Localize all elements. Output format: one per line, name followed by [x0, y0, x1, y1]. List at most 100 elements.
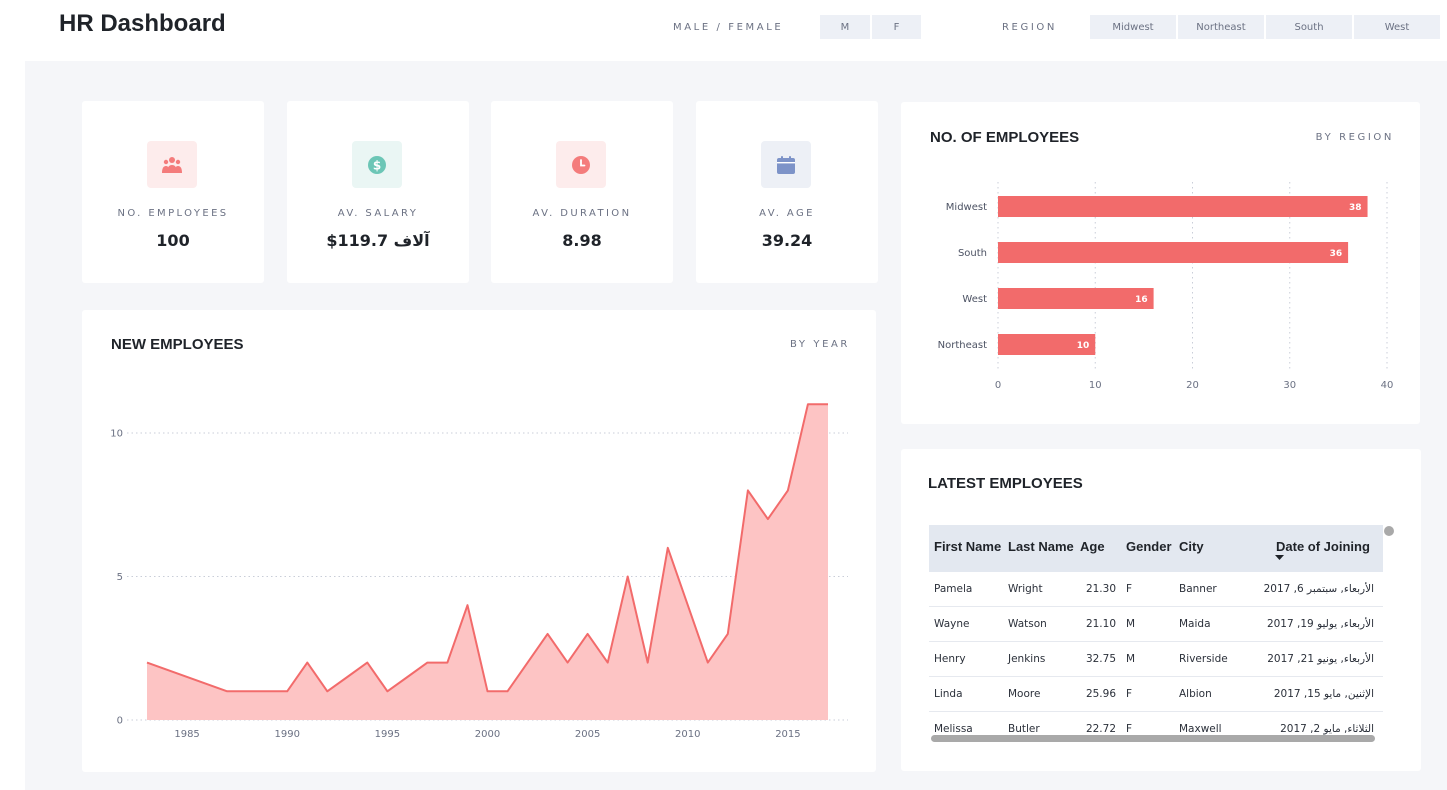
- column-header-city[interactable]: City: [1179, 539, 1204, 554]
- table-row[interactable]: Melissa Butler 22.72 F Maxwell الثلاثاء, مايو…: [929, 712, 1383, 738]
- y-tick-label: 5: [117, 572, 123, 583]
- cell-date-of-joining: الأربعاء, سبتمبر 6, 2017: [1263, 583, 1374, 595]
- cell-gender: F: [1126, 688, 1133, 700]
- cell-city: Maida: [1179, 618, 1211, 630]
- cell-last-name: Moore: [1008, 688, 1041, 700]
- people-icon: [147, 141, 197, 188]
- kpi-label: AV. AGE: [759, 208, 815, 219]
- bar: [998, 196, 1368, 217]
- table-header: First Name Last Name Age Gender City Dat…: [929, 525, 1383, 572]
- region-option-west[interactable]: West: [1354, 15, 1440, 39]
- page-title: HR Dashboard: [59, 10, 226, 37]
- column-header-date-of-joining[interactable]: Date of Joining: [1276, 539, 1370, 554]
- cell-last-name: Wright: [1008, 583, 1043, 595]
- cell-gender: M: [1126, 618, 1136, 630]
- gender-option-female[interactable]: F: [872, 15, 921, 39]
- kpi-label: NO. EMPLOYEES: [117, 208, 229, 219]
- cell-city: Albion: [1179, 688, 1212, 700]
- top-bar: HR Dashboard MALE / FEMALE M F REGION Mi…: [0, 0, 1447, 60]
- table-row[interactable]: Wayne Watson 21.10 M Maida الأربعاء, يوليو 19…: [929, 607, 1383, 642]
- cell-last-name: Butler: [1008, 723, 1040, 735]
- column-header-first-name[interactable]: First Name: [934, 539, 1002, 554]
- region-option-midwest[interactable]: Midwest: [1090, 15, 1176, 39]
- x-tick-label: 1990: [274, 729, 299, 740]
- cell-date-of-joining: الأربعاء, يونيو 21, 2017: [1267, 653, 1374, 665]
- kpi-value: 100: [156, 231, 190, 250]
- cell-date-of-joining: الأربعاء, يوليو 19, 2017: [1266, 618, 1374, 630]
- category-label: South: [958, 248, 987, 259]
- cell-age: 25.96: [1085, 688, 1116, 700]
- x-tick-label: 2005: [575, 729, 600, 740]
- gender-filter-label: MALE / FEMALE: [673, 22, 784, 33]
- region-chart-subtitle: BY REGION: [1315, 132, 1394, 143]
- cell-first-name: Wayne: [934, 618, 970, 630]
- dollar-icon: $: [352, 141, 402, 188]
- new-employees-card: NEW EMPLOYEES BY YEAR 0 5 10 1985 1990 1995 20…: [82, 310, 876, 772]
- calendar-icon: [761, 141, 811, 188]
- cell-date-of-joining: الثلاثاء, مايو 2, 2017: [1280, 723, 1374, 735]
- cell-first-name: Linda: [934, 688, 963, 700]
- cell-first-name: Melissa: [934, 723, 973, 735]
- cell-last-name: Watson: [1008, 618, 1047, 630]
- data-label: 16: [1135, 295, 1148, 305]
- gender-option-male[interactable]: M: [820, 15, 870, 39]
- bar: [998, 334, 1096, 355]
- cell-last-name: Jenkins: [1008, 653, 1046, 665]
- cell-gender: F: [1126, 723, 1133, 735]
- new-employees-area-chart: 0 5 10 1985 1990 1995 2000 2005 2010 2015: [110, 403, 848, 740]
- clock-icon: [556, 141, 606, 188]
- region-option-northeast[interactable]: Northeast: [1178, 15, 1264, 39]
- sort-descending-icon[interactable]: [1275, 555, 1284, 561]
- data-label: 36: [1330, 249, 1343, 259]
- region-chart-title: NO. OF EMPLOYEES: [930, 129, 1080, 146]
- table-row[interactable]: Pamela Wright 21.30 F Banner الأربعاء, سبتمبر…: [929, 572, 1383, 607]
- column-header-gender[interactable]: Gender: [1126, 539, 1172, 554]
- employees-by-region-card: NO. OF EMPLOYEES BY REGION 0 10 20 30 40 Midw…: [901, 102, 1420, 424]
- new-employees-title: NEW EMPLOYEES: [111, 336, 244, 353]
- category-label: Northeast: [938, 340, 987, 351]
- region-option-south[interactable]: South: [1266, 15, 1352, 39]
- column-header-last-name[interactable]: Last Name: [1008, 539, 1074, 554]
- new-employees-subtitle: BY YEAR: [789, 339, 850, 350]
- column-header-age[interactable]: Age: [1080, 539, 1105, 554]
- y-tick-label: 0: [117, 716, 123, 727]
- latest-employees-table[interactable]: First Name Last Name Age Gender City Dat…: [929, 525, 1383, 738]
- cell-city: Maxwell: [1179, 723, 1222, 735]
- data-label: 10: [1077, 341, 1090, 351]
- x-tick-label: 20: [1186, 380, 1199, 391]
- x-tick-label: 40: [1381, 380, 1394, 391]
- series-line: [146, 403, 828, 693]
- area-fill: [147, 404, 828, 720]
- kpi-label: AV. SALARY: [337, 208, 419, 219]
- vertical-scrollbar-thumb[interactable]: [1384, 526, 1394, 536]
- cell-city: Riverside: [1179, 653, 1228, 665]
- x-tick-label: 1995: [375, 729, 400, 740]
- kpi-card-salary: $ AV. SALARY $119.7 آلاف: [287, 101, 469, 283]
- kpi-card-duration: AV. DURATION 8.98: [491, 101, 673, 283]
- cell-gender: M: [1126, 653, 1136, 665]
- category-label: West: [962, 294, 987, 305]
- bar: [998, 242, 1349, 263]
- cell-age: 21.10: [1085, 618, 1116, 630]
- kpi-value: $119.7 آلاف: [326, 231, 430, 250]
- latest-employees-title: LATEST EMPLOYEES: [928, 475, 1083, 492]
- cell-age: 32.75: [1085, 653, 1116, 665]
- kpi-value: 39.24: [761, 231, 813, 250]
- horizontal-scrollbar-thumb[interactable]: [931, 735, 1375, 742]
- kpi-card-employees: NO. EMPLOYEES 100: [82, 101, 264, 283]
- x-tick-label: 2015: [775, 729, 800, 740]
- cell-age: 22.72: [1085, 723, 1116, 735]
- kpi-label: AV. DURATION: [532, 208, 632, 219]
- cell-age: 21.30: [1085, 583, 1116, 595]
- table-row[interactable]: Linda Moore 25.96 F Albion الإثنين, مايو 15, …: [929, 677, 1383, 712]
- x-tick-label: 30: [1283, 380, 1296, 391]
- kpi-value: 8.98: [562, 231, 602, 250]
- table-row[interactable]: Henry Jenkins 32.75 M Riverside الأربعاء, يون…: [929, 642, 1383, 677]
- svg-text:$: $: [373, 158, 381, 172]
- bar: [998, 288, 1154, 309]
- cell-first-name: Pamela: [934, 583, 973, 595]
- latest-employees-card: LATEST EMPLOYEES First Name Last Name Ag…: [901, 449, 1421, 771]
- cell-gender: F: [1126, 583, 1133, 595]
- kpi-card-age: AV. AGE 39.24: [696, 101, 878, 283]
- employees-by-region-bar-chart: 0 10 20 30 40 Midwest 38 South 36 West 16 Northeast…: [938, 182, 1394, 391]
